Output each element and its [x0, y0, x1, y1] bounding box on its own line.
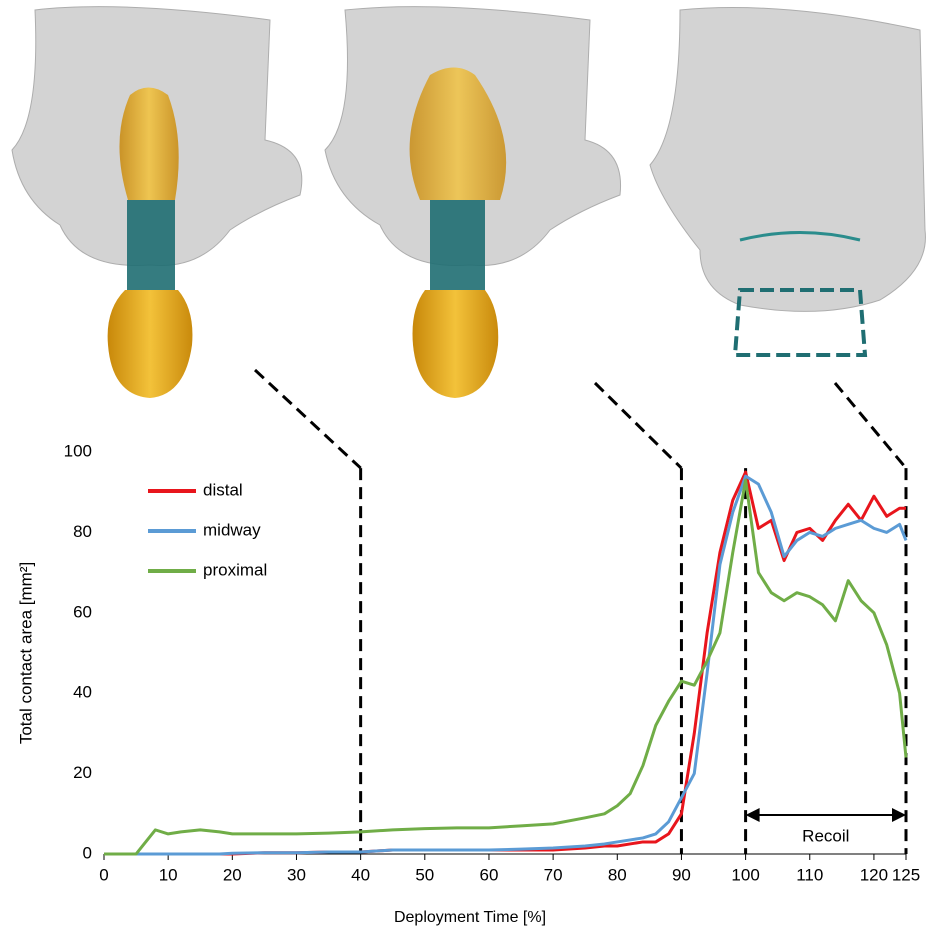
y-tick-label: 80	[73, 522, 92, 541]
y-tick-label: 20	[73, 763, 92, 782]
x-tick-label: 10	[159, 865, 178, 884]
y-tick-label: 0	[83, 843, 92, 862]
x-tick-label: 30	[287, 865, 306, 884]
y-tick-label: 100	[64, 441, 92, 460]
x-tick-label: 90	[672, 865, 691, 884]
x-tick-label: 100	[731, 865, 759, 884]
x-tick-label: 70	[544, 865, 563, 884]
arrow-head	[892, 808, 906, 822]
connector	[595, 383, 681, 468]
illustration-1	[12, 7, 302, 398]
arrow-head	[746, 808, 760, 822]
legend-label: proximal	[203, 560, 267, 579]
x-tick-label: 50	[415, 865, 434, 884]
x-tick-label: 0	[99, 865, 108, 884]
legend-label: midway	[203, 520, 261, 539]
connector	[255, 370, 361, 468]
annotation-label: Recoil	[802, 826, 849, 845]
illustration-3	[650, 8, 925, 356]
x-tick-label: 110	[796, 865, 823, 884]
connector	[835, 383, 906, 468]
x-tick-label: 120	[860, 865, 888, 884]
x-tick-label: 80	[608, 865, 627, 884]
x-axis-label: Deployment Time [%]	[394, 909, 546, 926]
y-tick-label: 40	[73, 683, 92, 702]
legend-label: distal	[203, 480, 243, 499]
figure: Deployment Time [%] Total contact area […	[0, 0, 942, 938]
x-tick-label: 60	[479, 865, 498, 884]
illustration-2	[325, 7, 621, 398]
y-axis-label: Total contact area [mm²]	[16, 562, 35, 744]
x-tick-label: 20	[223, 865, 242, 884]
illustrations	[12, 7, 925, 398]
y-tick-label: 60	[73, 602, 92, 621]
x-tick-label: 40	[351, 865, 370, 884]
x-tick-label: 125	[892, 865, 920, 884]
